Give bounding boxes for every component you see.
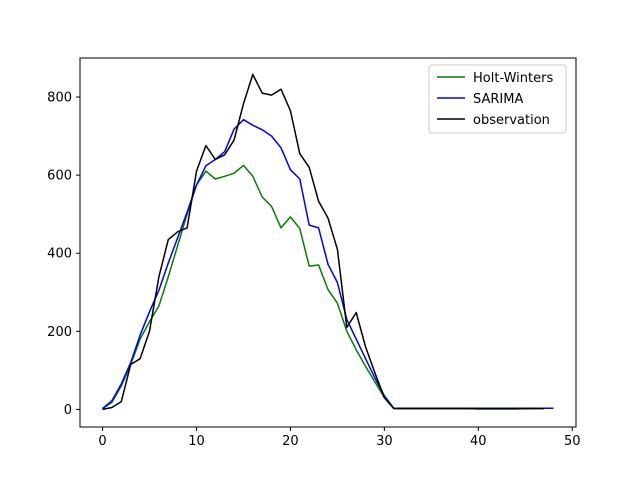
legend: Holt-Winters SARIMA observation bbox=[428, 64, 567, 134]
legend-box bbox=[428, 64, 567, 134]
y-tick-label: 600 bbox=[47, 169, 72, 184]
x-tick-label: 30 bbox=[376, 434, 393, 449]
x-tick-label: 10 bbox=[188, 434, 205, 449]
y-tick-label: 200 bbox=[47, 325, 72, 340]
series-line-2 bbox=[102, 73, 545, 411]
y-tick-label: 800 bbox=[47, 91, 72, 106]
y-tick-label: 0 bbox=[64, 403, 72, 418]
x-tick-label: 0 bbox=[98, 434, 106, 449]
legend-label-2: observation bbox=[473, 113, 550, 128]
plot-frame bbox=[79, 57, 577, 428]
x-tick-label: 20 bbox=[282, 434, 299, 449]
legend-label-1: SARIMA bbox=[473, 92, 523, 107]
series-layer bbox=[102, 73, 554, 411]
x-tick-label: 50 bbox=[564, 434, 581, 449]
legend-label-0: Holt-Winters bbox=[473, 71, 553, 86]
y-tick-label: 400 bbox=[47, 247, 72, 262]
x-axis: 0 10 20 30 40 50 bbox=[98, 427, 581, 449]
x-tick-label: 40 bbox=[470, 434, 487, 449]
y-axis: 0 200 400 600 800 bbox=[47, 91, 80, 418]
